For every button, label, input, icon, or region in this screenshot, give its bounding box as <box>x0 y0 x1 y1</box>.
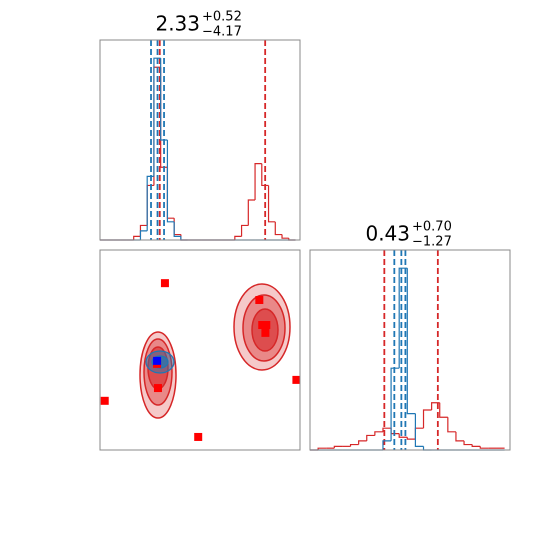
hist-step <box>267 185 276 223</box>
title-lower: −1.27 <box>412 235 452 250</box>
hist-step <box>447 417 456 433</box>
hist-step <box>240 224 249 237</box>
hist-step <box>173 221 181 237</box>
hist-step <box>455 431 465 442</box>
hist-step <box>247 199 256 226</box>
hist-step <box>479 446 489 449</box>
hist-step <box>333 445 343 449</box>
contours <box>139 283 291 419</box>
point <box>292 375 301 384</box>
hist-step <box>317 447 327 450</box>
point <box>262 321 271 329</box>
hist-step <box>382 427 392 432</box>
panel-title: 0.43 <box>365 222 410 246</box>
hist-step <box>374 431 383 436</box>
hist-step <box>366 434 375 441</box>
point <box>194 432 203 441</box>
hist-step <box>274 221 283 236</box>
point <box>153 384 162 393</box>
hist-step <box>422 446 432 451</box>
point <box>258 321 267 329</box>
hist-step <box>358 440 367 445</box>
labels-layer: 2.33 +0.52−4.17 0.43 +0.70−1.27 <box>155 10 451 250</box>
hist-step <box>254 163 262 200</box>
hist-step <box>180 234 188 241</box>
hist-step <box>166 167 175 219</box>
hist-step <box>261 163 269 187</box>
hist-step <box>166 140 175 223</box>
hist-step <box>471 444 481 447</box>
hist-step <box>160 58 168 141</box>
point <box>153 356 162 365</box>
axes-frame <box>99 39 301 241</box>
point <box>100 396 109 405</box>
hist-step <box>133 235 141 240</box>
hist-step <box>414 427 424 440</box>
hist-step <box>406 268 416 415</box>
hist-step <box>180 236 188 241</box>
hist-step <box>173 218 181 236</box>
hist-step <box>234 235 242 240</box>
hist-step <box>398 433 408 438</box>
hist-step <box>382 440 392 450</box>
axes-frame <box>99 249 301 451</box>
frames-layer <box>99 39 511 451</box>
hist-step <box>431 402 440 410</box>
point <box>255 296 264 304</box>
hist-step <box>439 402 448 418</box>
title-upper: +0.70 <box>412 220 452 235</box>
point <box>160 279 169 288</box>
panel-title: 2.33 <box>155 12 200 36</box>
title-upper: +0.52 <box>202 10 242 25</box>
hist-step <box>390 367 400 441</box>
hist-step <box>281 234 289 239</box>
hist-step <box>349 443 359 447</box>
hist-step <box>422 409 432 429</box>
title-lower: −4.17 <box>202 25 242 40</box>
hist-step <box>414 413 424 447</box>
hist-step <box>463 440 473 446</box>
hist-step <box>406 437 416 440</box>
hist-step <box>139 230 148 240</box>
axes-frame <box>309 249 511 451</box>
point <box>261 328 270 337</box>
